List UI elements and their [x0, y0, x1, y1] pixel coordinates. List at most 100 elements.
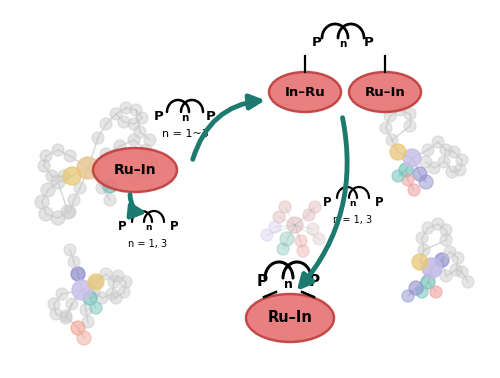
Circle shape [68, 194, 80, 206]
Circle shape [416, 232, 428, 244]
Circle shape [380, 122, 392, 134]
Text: n = 1~3: n = 1~3 [162, 129, 208, 139]
Circle shape [77, 331, 91, 345]
Text: P: P [308, 274, 320, 290]
Circle shape [128, 118, 140, 130]
Circle shape [430, 286, 442, 298]
Circle shape [118, 164, 130, 176]
Text: In–Ru: In–Ru [284, 85, 326, 99]
Circle shape [444, 246, 456, 258]
Text: n: n [350, 200, 356, 209]
Text: Ru–In: Ru–In [364, 85, 406, 99]
Ellipse shape [93, 148, 177, 192]
Text: n: n [145, 223, 151, 232]
Circle shape [96, 292, 108, 304]
Circle shape [71, 321, 85, 335]
Circle shape [140, 168, 152, 180]
Circle shape [307, 223, 319, 235]
Circle shape [136, 112, 148, 124]
Circle shape [128, 134, 140, 146]
Circle shape [277, 243, 289, 255]
Circle shape [108, 276, 120, 288]
Circle shape [390, 144, 406, 160]
Text: P: P [118, 220, 126, 232]
Circle shape [421, 275, 435, 289]
Circle shape [60, 310, 72, 322]
Circle shape [399, 163, 413, 177]
Circle shape [50, 308, 62, 320]
Circle shape [416, 286, 428, 298]
Circle shape [413, 167, 427, 181]
Circle shape [420, 156, 432, 168]
Circle shape [280, 232, 294, 246]
Circle shape [313, 233, 325, 245]
Text: n = 1, 3: n = 1, 3 [334, 215, 372, 225]
Circle shape [309, 201, 321, 213]
Circle shape [435, 253, 449, 267]
Circle shape [408, 184, 420, 196]
Circle shape [392, 170, 404, 182]
Circle shape [112, 270, 124, 282]
Text: P: P [154, 110, 164, 122]
Circle shape [100, 268, 112, 280]
Circle shape [120, 276, 132, 288]
Circle shape [82, 316, 94, 328]
Circle shape [452, 252, 464, 264]
Circle shape [80, 304, 92, 316]
Circle shape [51, 211, 65, 225]
Circle shape [403, 149, 421, 167]
Text: P: P [364, 36, 374, 48]
Circle shape [56, 288, 68, 300]
Circle shape [269, 221, 281, 233]
Text: P: P [206, 110, 216, 122]
Circle shape [63, 167, 81, 185]
Circle shape [440, 224, 452, 236]
Circle shape [110, 292, 122, 304]
Circle shape [118, 286, 130, 298]
Circle shape [422, 222, 434, 234]
Circle shape [46, 170, 58, 182]
Circle shape [446, 166, 458, 178]
Circle shape [440, 270, 452, 282]
Ellipse shape [349, 72, 421, 112]
Circle shape [64, 206, 76, 218]
Circle shape [404, 120, 416, 132]
Circle shape [74, 182, 86, 194]
Circle shape [72, 280, 92, 300]
Circle shape [106, 288, 118, 300]
Circle shape [454, 164, 466, 176]
Circle shape [92, 132, 104, 144]
Circle shape [440, 144, 452, 156]
Circle shape [432, 218, 444, 230]
Circle shape [422, 144, 434, 156]
Circle shape [409, 281, 423, 295]
Circle shape [38, 160, 50, 172]
Circle shape [450, 264, 462, 276]
Circle shape [52, 144, 64, 156]
Circle shape [440, 234, 452, 246]
Circle shape [128, 172, 140, 184]
Text: P: P [322, 195, 332, 209]
Text: P: P [170, 220, 178, 232]
Circle shape [39, 207, 53, 221]
Circle shape [419, 175, 433, 189]
Circle shape [428, 162, 440, 174]
Circle shape [41, 183, 55, 197]
Circle shape [438, 156, 450, 168]
Circle shape [386, 134, 398, 146]
Circle shape [462, 276, 474, 288]
Circle shape [64, 244, 76, 256]
Circle shape [100, 148, 112, 160]
Circle shape [134, 126, 146, 138]
Text: n: n [340, 39, 346, 49]
Circle shape [144, 134, 156, 146]
Circle shape [140, 144, 152, 156]
Circle shape [295, 235, 307, 247]
Circle shape [61, 205, 75, 219]
Text: n: n [182, 113, 188, 123]
Circle shape [68, 256, 80, 268]
Text: P: P [256, 274, 268, 290]
Circle shape [384, 110, 396, 122]
Circle shape [422, 258, 442, 278]
Circle shape [120, 102, 132, 114]
